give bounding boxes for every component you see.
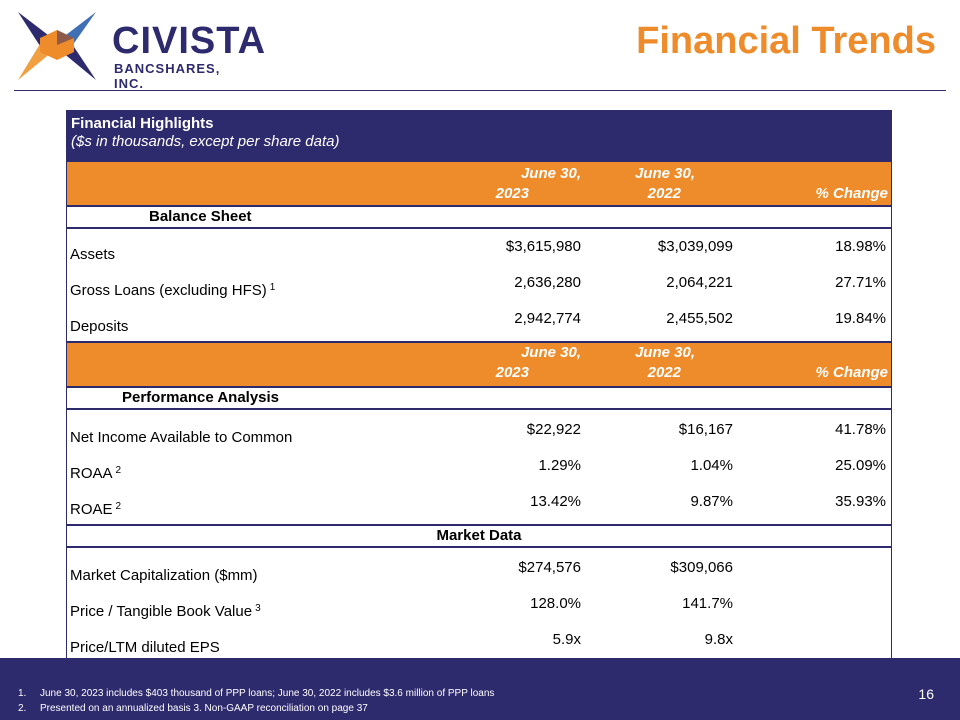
footnote-ref: 2 [115,501,122,512]
section-title-balance-sheet: Balance Sheet [149,208,252,225]
footnote-ref: 3 [255,603,261,614]
value-2023: 13.42% [530,493,581,510]
col-2022-line2: 2022 [647,364,681,381]
footnote-ref: 1 [269,282,276,293]
section-title-market-data: Market Data [436,527,522,544]
col-2022-line2: 2022 [647,185,681,202]
value-2022: 1.04% [690,457,733,474]
col-2023-line2: 2023 [495,364,529,381]
table-row: ROAE 2 13.42% 9.87% 35.93% [67,486,891,524]
logo-star-icon [18,12,96,80]
table-title: Financial Highlights [71,115,214,132]
column-header-row: June 30, 2023 June 30, 2022 % Change [67,162,891,205]
column-header-row: June 30, 2023 June 30, 2022 % Change [67,341,891,386]
value-change: 41.78% [835,421,886,438]
value-2022: 2,455,502 [666,310,733,327]
footnote-ref: 2 [115,465,122,476]
logo-name: CIVISTA [112,20,267,62]
logo-subtitle: BANCSHARES, INC. [114,61,221,91]
row-label: ROAA 2 [70,465,122,482]
footnote-2: 2. Presented on an annualized basis 3. No… [18,703,368,714]
page-title: Financial Trends [636,20,936,62]
value-change: 18.98% [835,238,886,255]
value-change: 25.09% [835,457,886,474]
value-2023: 1.29% [538,457,581,474]
value-2023: 2,636,280 [514,274,581,291]
title-divider [14,90,946,91]
value-2023: $22,922 [526,421,581,438]
value-2022: 9.8x [704,631,733,648]
value-2023: $274,576 [518,559,581,576]
value-2023: 128.0% [530,595,581,612]
value-2023: 2,942,774 [514,310,581,327]
table-row: Net Income Available to Common $22,922 $… [67,414,891,450]
table-row: Price / Tangible Book Value 3 128.0% 141.… [67,588,891,624]
value-2022: $3,039,099 [657,238,733,255]
col-change-label: % Change [815,364,888,381]
row-label: Price / Tangible Book Value 3 [70,603,261,620]
footer-band [0,658,960,720]
row-label: ROAE 2 [70,501,122,518]
table-subtitle: ($s in thousands, except per share data) [71,133,340,150]
value-2022: 9.87% [690,493,733,510]
col-change-label: % Change [815,185,888,202]
company-logo: CIVISTA BANCSHARES, INC. [12,8,265,91]
table-row: Price/LTM diluted EPS 5.9x 9.8x [67,624,891,660]
section-title-performance: Performance Analysis [122,389,280,406]
row-label: Net Income Available to Common [70,429,293,446]
financial-highlights-table: Financial Highlights ($s in thousands, e… [66,110,892,661]
value-2023: $3,615,980 [505,238,581,255]
page-number: 16 [918,686,934,702]
col-2023-line2: 2023 [495,185,529,202]
col-2022-line1: June 30, [634,344,695,361]
table-header: Financial Highlights ($s in thousands, e… [67,111,891,162]
table-row: Market Capitalization ($mm) $274,576 $30… [67,552,891,588]
row-label: Gross Loans (excluding HFS) 1 [70,282,276,299]
table-row: Assets $3,615,980 $3,039,099 18.98% [67,231,891,267]
row-label: Price/LTM diluted EPS [70,639,220,656]
section-header: Performance Analysis [67,386,891,410]
row-label: Assets [70,246,116,263]
value-2023: 5.9x [552,631,581,648]
table-row: ROAA 2 1.29% 1.04% 25.09% [67,450,891,486]
col-2022-line1: June 30, [634,165,695,182]
row-label: Market Capitalization ($mm) [70,567,258,584]
value-change: 27.71% [835,274,886,291]
col-2023-line1: June 30, [520,344,581,361]
footnote-1: 1. June 30, 2023 includes $403 thousand o… [18,688,495,699]
section-header: Market Data [67,524,891,548]
row-label: Deposits [70,318,129,335]
value-2022: $16,167 [678,421,733,438]
table-row: Gross Loans (excluding HFS) 1 2,636,280 2… [67,267,891,303]
value-2022: 2,064,221 [666,274,733,291]
section-header: Balance Sheet [67,205,891,229]
value-2022: 141.7% [682,595,733,612]
table-row: Deposits 2,942,774 2,455,502 19.84% [67,303,891,341]
value-2022: $309,066 [670,559,733,576]
value-change: 19.84% [835,310,886,327]
value-change: 35.93% [835,493,886,510]
col-2023-line1: June 30, [520,165,581,182]
